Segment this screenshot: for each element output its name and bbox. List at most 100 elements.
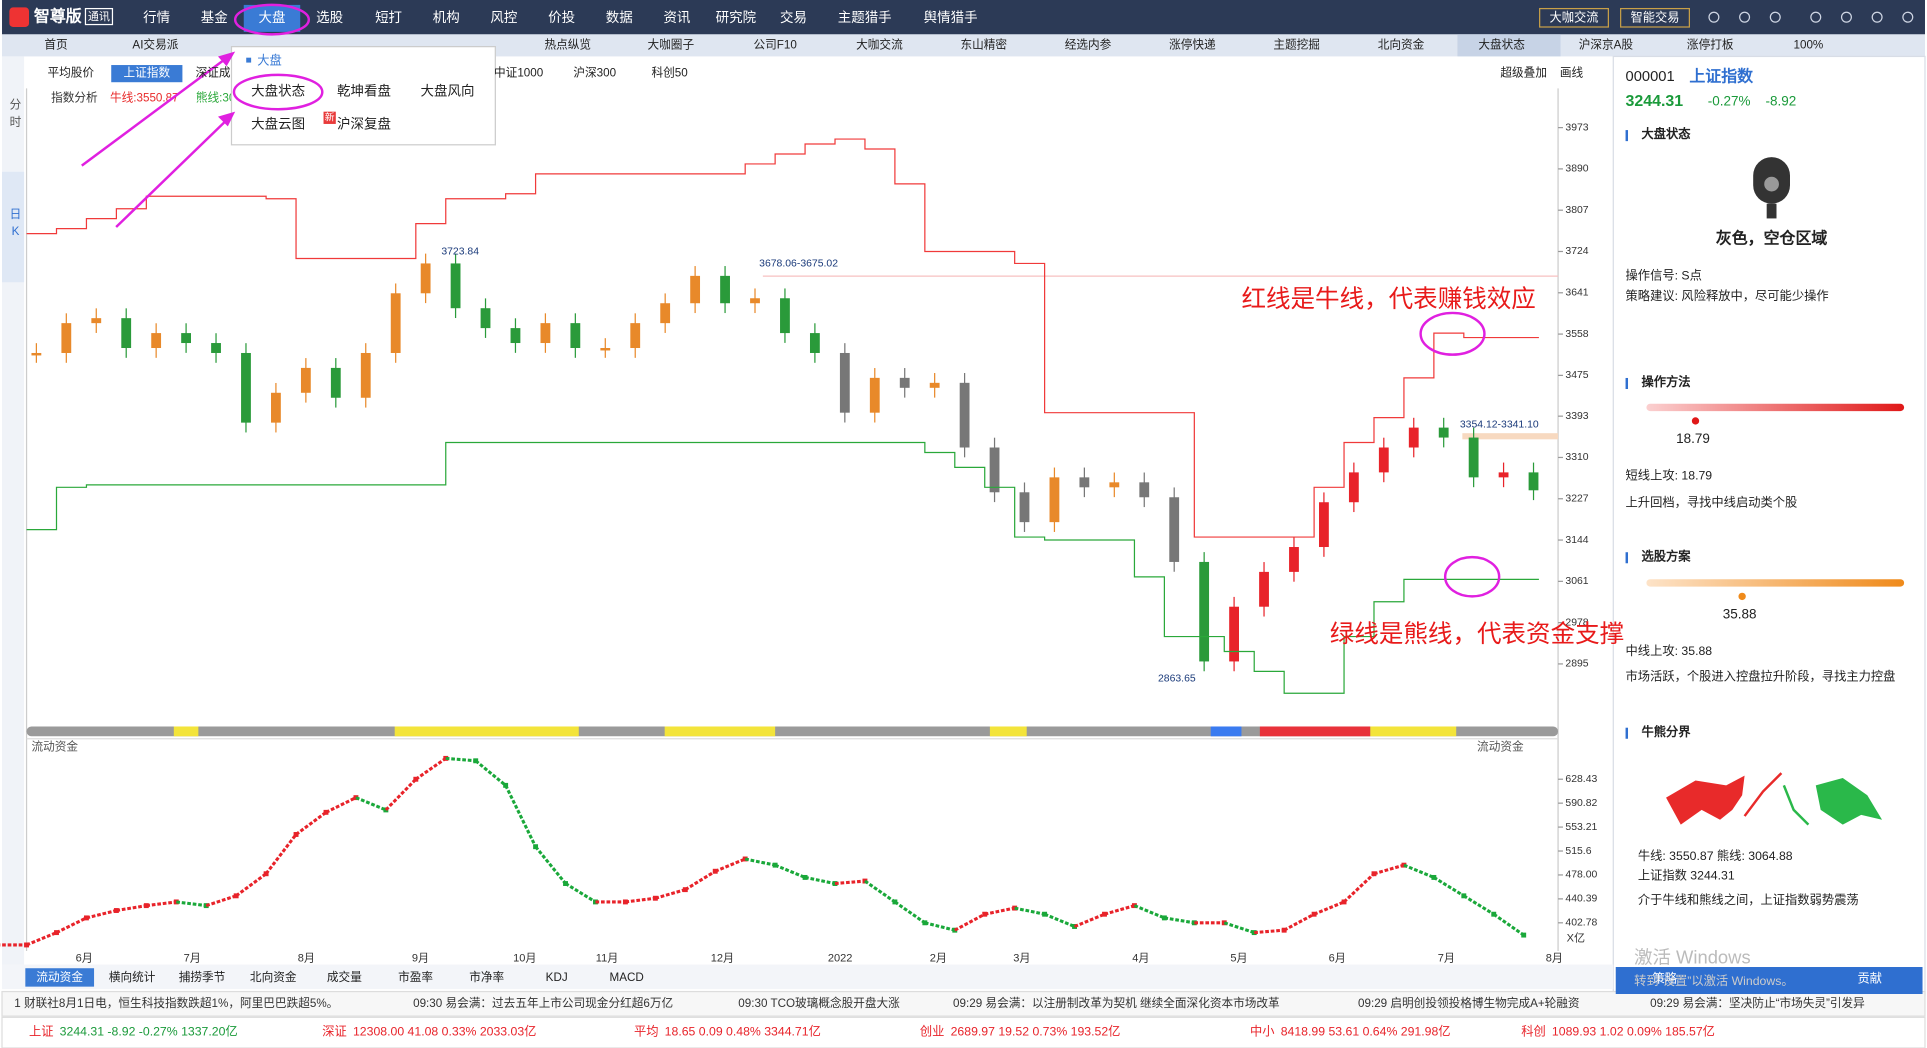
flow-step <box>235 872 268 898</box>
section-marker <box>1625 377 1629 390</box>
x-tick-label: 8月 <box>1546 952 1563 964</box>
window-icon[interactable] <box>1708 11 1720 23</box>
tab[interactable]: 首页 <box>44 37 67 51</box>
dropdown-item[interactable]: 大盘云图 <box>251 116 305 132</box>
news-item[interactable]: 09:30 TCO玻璃概念股开盘大涨 <box>738 996 900 1010</box>
window-icon[interactable] <box>1871 11 1883 23</box>
subtab[interactable]: 科创50 <box>651 66 688 80</box>
panel-tab[interactable]: 策略 <box>1653 971 1678 986</box>
subtab[interactable]: 深证成 <box>196 66 231 80</box>
dropdown-item[interactable]: 大盘风向 <box>421 83 475 99</box>
menu-item[interactable]: 价投 <box>548 10 575 25</box>
panel-tab[interactable]: 贡献 <box>1857 971 1882 986</box>
candle <box>720 275 730 304</box>
tab[interactable]: 东山精密 <box>960 37 1007 51</box>
top-button[interactable] <box>1539 7 1609 28</box>
arrow-head <box>217 111 236 127</box>
flow-step <box>445 756 476 763</box>
menu-item[interactable]: 研究院 <box>716 10 757 25</box>
tab[interactable]: 经选内参 <box>1065 37 1112 51</box>
arrow <box>115 115 232 228</box>
window-icon[interactable] <box>1902 11 1914 23</box>
dropdown-item[interactable]: 大盘状态 <box>251 83 305 99</box>
y-tick-label: 3227 <box>1565 494 1588 505</box>
menu-item[interactable]: 机构 <box>433 10 460 25</box>
window-icon[interactable] <box>1769 11 1781 23</box>
menu-item[interactable]: 选股 <box>316 10 343 25</box>
tab[interactable]: 主题挖掘 <box>1273 37 1320 51</box>
bottom-tab[interactable]: 北向资金 <box>250 970 297 984</box>
side-tab[interactable]: 时 <box>10 116 22 129</box>
subtab[interactable]: 沪深300 <box>573 66 616 80</box>
bottom-tab[interactable]: 市盈率 <box>398 970 433 984</box>
tab[interactable]: 公司F10 <box>753 38 797 51</box>
menu-item[interactable]: 行情 <box>143 10 170 25</box>
menu-item[interactable]: 舆情猎手 <box>924 10 978 25</box>
news-item[interactable]: 09:29 易会满：坚决防止“市场失灵”引发异 <box>1650 996 1865 1010</box>
candle <box>899 377 910 388</box>
tab[interactable]: 热点纵览 <box>544 37 591 51</box>
menu-item[interactable]: 主题猎手 <box>838 10 892 25</box>
status-text: 灰色，空仓区域 <box>1716 229 1828 248</box>
news-item[interactable]: 09:29 启明创投领投格博生物完成A+轮融资 <box>1358 996 1580 1010</box>
candle <box>600 348 611 351</box>
subtab-tool[interactable]: 超级叠加 <box>1500 66 1547 80</box>
y-tick-label: 402.78 <box>1565 918 1597 929</box>
candle <box>1079 477 1090 488</box>
flow-step <box>834 879 866 886</box>
bottom-tab[interactable]: MACD <box>610 971 644 984</box>
bottom-tab[interactable]: 横向统计 <box>109 970 156 984</box>
bottom-tab[interactable]: 捕捞季节 <box>179 970 226 984</box>
window-icon[interactable] <box>1840 11 1852 23</box>
subtab[interactable]: 上证指数 <box>124 66 171 80</box>
menu-item[interactable]: 数据 <box>606 10 633 25</box>
section-marker <box>1625 552 1629 564</box>
tab[interactable]: 涨停快递 <box>1169 37 1216 51</box>
tab[interactable]: 北向资金 <box>1378 37 1425 51</box>
panel-code: 000001 <box>1626 69 1675 85</box>
subtab[interactable]: 平均股价 <box>47 67 94 80</box>
tab[interactable]: AI交易派 <box>132 37 178 51</box>
strip-seg <box>664 726 776 737</box>
candle <box>630 323 641 349</box>
window-icon[interactable] <box>1810 11 1822 23</box>
tab[interactable]: 沪深京A股 <box>1579 37 1634 51</box>
window-icon[interactable] <box>1739 11 1751 23</box>
news-item[interactable]: 1 财联社8月1日电，恒生科技指数跌超1%，阿里巴巴跌超5%。 <box>14 996 338 1010</box>
subtab[interactable]: 中证1000 <box>494 66 544 80</box>
candle <box>1049 477 1060 523</box>
flow-step <box>774 863 806 879</box>
menu-item[interactable]: 交易 <box>780 9 807 25</box>
menu-item[interactable]: 基金 <box>201 9 228 25</box>
bottom-tab[interactable]: 市净率 <box>469 970 504 984</box>
subtab-tool[interactable]: 画线 <box>1560 66 1584 80</box>
news-item[interactable]: 09:29 易会满：以注册制改革为契机 继续全面深化资本市场改革 <box>953 996 1280 1010</box>
y-tick-label: 3310 <box>1565 452 1588 463</box>
top-button[interactable] <box>1620 7 1690 28</box>
menu-item[interactable]: 短打 <box>375 9 402 25</box>
tab[interactable]: 大咖交流 <box>856 37 903 51</box>
menu-item[interactable]: 风控 <box>490 10 517 25</box>
news-item[interactable]: 09:30 易会满：过去五年上市公司现金分红超6万亿 <box>413 996 673 1010</box>
menu-item[interactable]: 大盘 <box>258 9 285 25</box>
panel-chg: -8.92 <box>1765 93 1796 108</box>
bottom-tab[interactable]: 成交量 <box>327 970 362 984</box>
status-name: 创业 <box>920 1024 945 1038</box>
bottom-tab[interactable]: 流动资金 <box>36 970 83 984</box>
side-tab[interactable]: 分 <box>10 99 22 112</box>
bottom-tab[interactable]: KDJ <box>546 971 568 984</box>
side-tab[interactable]: 日 <box>10 208 22 221</box>
subtab-active <box>111 65 183 83</box>
dropdown-item[interactable]: 乾坤看盘 <box>337 83 391 99</box>
status-value: 8418.99 53.61 0.64% 291.98亿 <box>1281 1023 1451 1038</box>
side-bar <box>2 56 25 965</box>
side-tab[interactable]: K <box>12 225 20 238</box>
menu-item[interactable]: 资讯 <box>663 10 690 25</box>
badge: 新 <box>325 110 335 123</box>
tab[interactable]: 涨停打板 <box>1687 37 1734 51</box>
dropdown-item[interactable]: 沪深复盘 <box>337 116 391 132</box>
tab[interactable]: 大咖圈子 <box>648 37 695 51</box>
tab[interactable]: 大盘状态 <box>1478 37 1525 51</box>
